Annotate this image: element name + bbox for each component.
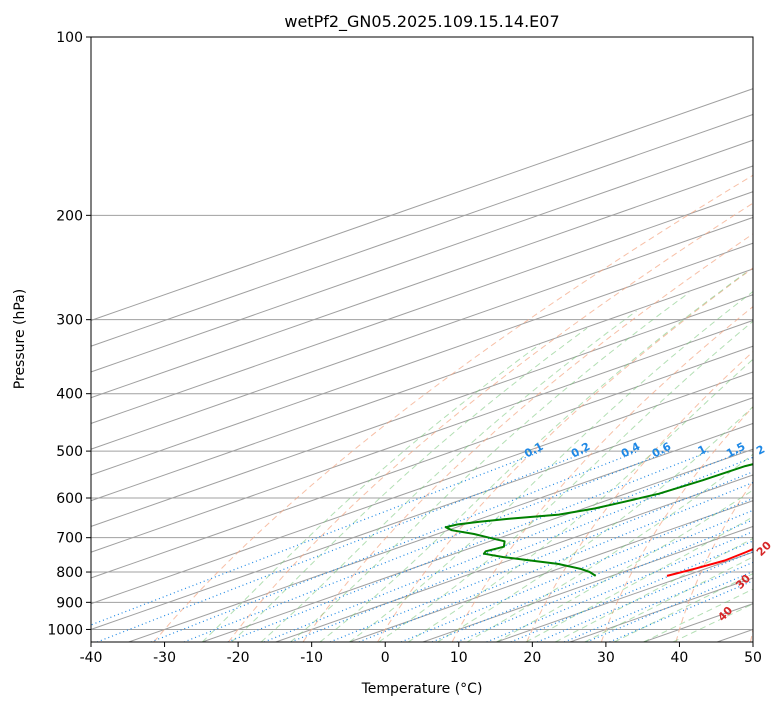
x-tick-label: -30 [153,650,176,666]
isotherm-line [91,242,753,476]
moist-adiabat-line [378,320,753,642]
dry-adiabat-line [302,233,753,642]
mixing-ratio-label: 0.1 [522,440,545,461]
mixing-ratio-line [150,450,640,642]
mixing-ratio-line [563,561,753,642]
isotherm-line [91,216,753,450]
y-tick-label: 800 [56,565,83,581]
isotherm-line [91,268,753,502]
y-tick-label: 500 [56,444,83,460]
y-tick-label: 1000 [47,622,83,638]
moist-adiabat-line [555,537,753,642]
x-tick-label: -10 [300,650,323,666]
dry-adiabat-line [526,351,753,642]
isotherm-line [91,88,753,321]
isotherm-line [128,422,753,642]
dry-adiabat-line [600,406,753,642]
x-tick-label: 20 [523,650,541,666]
isotherm-line [496,551,753,642]
chart-title: wetPf2_GN05.2025.109.15.14.E07 [284,12,559,32]
moist-adiabat-line [613,573,753,642]
moist-adiabat-line [496,489,753,642]
mixing-ratio-line [329,471,753,642]
y-tick-label: 600 [56,491,83,507]
isotherm-label: 20 [754,539,774,559]
isotherm-line [91,371,753,605]
y-tick-label: 400 [56,387,83,403]
axes: -40 -30 -20 -10 0 10 20 30 40 50 100 200 300 400 500 60… [47,30,762,666]
temperature-profile [666,548,753,577]
line-labels: 0.10.20.40.611.52346810131620253036-100-… [522,440,774,624]
x-tick-label: -20 [227,650,250,666]
moist-adiabat-line [584,556,753,642]
moist-adiabat-line [319,272,746,642]
isotherm-line [91,113,753,347]
isotherm-line [91,294,753,527]
y-axis-label: Pressure (hPa) [12,289,28,389]
isotherm-line [91,345,753,579]
x-axis-label: Temperature (°C) [361,681,483,697]
x-tick-label: 50 [744,650,762,666]
x-tick-label: 40 [671,650,689,666]
isotherm-line [91,139,753,373]
dry-adiabat-line [228,202,753,642]
mixing-ratio-line [183,450,670,642]
isotherm-line [202,448,753,642]
isotherm-line [91,319,753,553]
moist-adiabat-line [290,292,690,642]
mixing-ratio-line [91,450,543,626]
y-tick-label: 100 [56,30,83,46]
x-tick-label: 30 [597,650,615,666]
profile-lines [444,463,753,577]
moist-adiabat-line [201,343,541,642]
isotherm-line [91,191,753,424]
x-tick-label: 0 [381,650,390,666]
x-tick-label: -40 [80,650,103,666]
moist-adiabat-line [437,406,753,642]
dry-adiabat-line [377,267,753,642]
plot-frame [90,36,754,643]
mixing-ratio-line [510,540,753,642]
moist-adiabat-line [466,453,753,642]
mixing-ratio-label: 2 [754,443,767,458]
moist-adiabat-line [231,327,588,642]
mixing-ratio-label: 1 [696,443,709,458]
mixing-ratio-line [456,519,753,642]
dewpoint-profile [444,463,753,577]
x-tick-label: 10 [450,650,468,666]
isotherm-line [349,500,753,642]
mixing-ratio-line [358,481,753,642]
y-tick-label: 200 [56,208,83,224]
isotherm-line [569,577,753,642]
mixing-ratio-line [536,550,753,642]
moist-adiabat-line [260,310,637,642]
y-tick-label: 300 [56,313,83,329]
y-tick-label: 700 [56,531,83,547]
mixing-ratio-label: 0.4 [619,440,643,461]
mixing-ratio-line [227,450,711,642]
isotherm-line [275,474,753,642]
isotherm-line [91,397,753,630]
mixing-ratio-label: 1.5 [724,440,747,461]
dry-adiabat-line [153,174,753,642]
isotherm-line [91,165,753,399]
mixing-ratio-label: 0.2 [569,440,592,461]
mixing-ratio-line [96,450,590,642]
background-lines [91,37,753,642]
mixing-ratio-label: 0.6 [650,440,674,461]
mixing-ratio-line [586,570,753,642]
dry-adiabat-line [675,480,753,642]
y-tick-label: 900 [56,595,83,611]
